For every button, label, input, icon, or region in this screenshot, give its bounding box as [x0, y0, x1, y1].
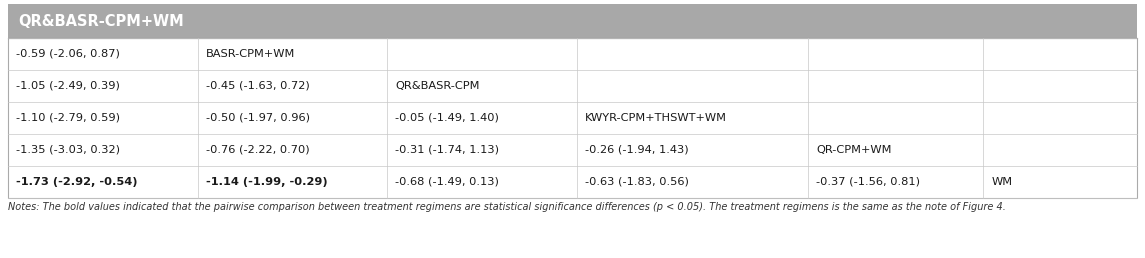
- Text: QR&BASR-CPM: QR&BASR-CPM: [395, 81, 480, 91]
- Bar: [8, 166, 1137, 198]
- Text: QR-CPM+WM: QR-CPM+WM: [816, 145, 892, 155]
- Text: -0.50 (-1.97, 0.96): -0.50 (-1.97, 0.96): [206, 113, 309, 123]
- Bar: [8, 38, 1137, 70]
- Text: -0.05 (-1.49, 1.40): -0.05 (-1.49, 1.40): [395, 113, 499, 123]
- Text: Notes: The bold values indicated that the pairwise comparison between treatment : Notes: The bold values indicated that th…: [8, 202, 1005, 212]
- Text: -1.05 (-2.49, 0.39): -1.05 (-2.49, 0.39): [16, 81, 120, 91]
- Text: QR&BASR-CPM+WM: QR&BASR-CPM+WM: [18, 13, 183, 28]
- Text: -0.63 (-1.83, 0.56): -0.63 (-1.83, 0.56): [585, 177, 689, 187]
- Bar: [8, 4, 1137, 38]
- Bar: [8, 102, 1137, 134]
- Text: -0.45 (-1.63, 0.72): -0.45 (-1.63, 0.72): [206, 81, 309, 91]
- Bar: [8, 70, 1137, 102]
- Text: -0.59 (-2.06, 0.87): -0.59 (-2.06, 0.87): [16, 49, 120, 59]
- Text: BASR-CPM+WM: BASR-CPM+WM: [206, 49, 295, 59]
- Bar: [8, 134, 1137, 166]
- Text: -1.73 (-2.92, -0.54): -1.73 (-2.92, -0.54): [16, 177, 137, 187]
- Text: -1.10 (-2.79, 0.59): -1.10 (-2.79, 0.59): [16, 113, 120, 123]
- Text: -0.31 (-1.74, 1.13): -0.31 (-1.74, 1.13): [395, 145, 499, 155]
- Text: KWYR-CPM+THSWT+WM: KWYR-CPM+THSWT+WM: [585, 113, 727, 123]
- Text: -1.14 (-1.99, -0.29): -1.14 (-1.99, -0.29): [206, 177, 327, 187]
- Bar: [8, 38, 1137, 198]
- Text: WM: WM: [992, 177, 1012, 187]
- Text: -0.76 (-2.22, 0.70): -0.76 (-2.22, 0.70): [206, 145, 309, 155]
- Text: -0.37 (-1.56, 0.81): -0.37 (-1.56, 0.81): [816, 177, 921, 187]
- Text: -1.35 (-3.03, 0.32): -1.35 (-3.03, 0.32): [16, 145, 120, 155]
- Text: -0.68 (-1.49, 0.13): -0.68 (-1.49, 0.13): [395, 177, 499, 187]
- Text: -0.26 (-1.94, 1.43): -0.26 (-1.94, 1.43): [585, 145, 688, 155]
